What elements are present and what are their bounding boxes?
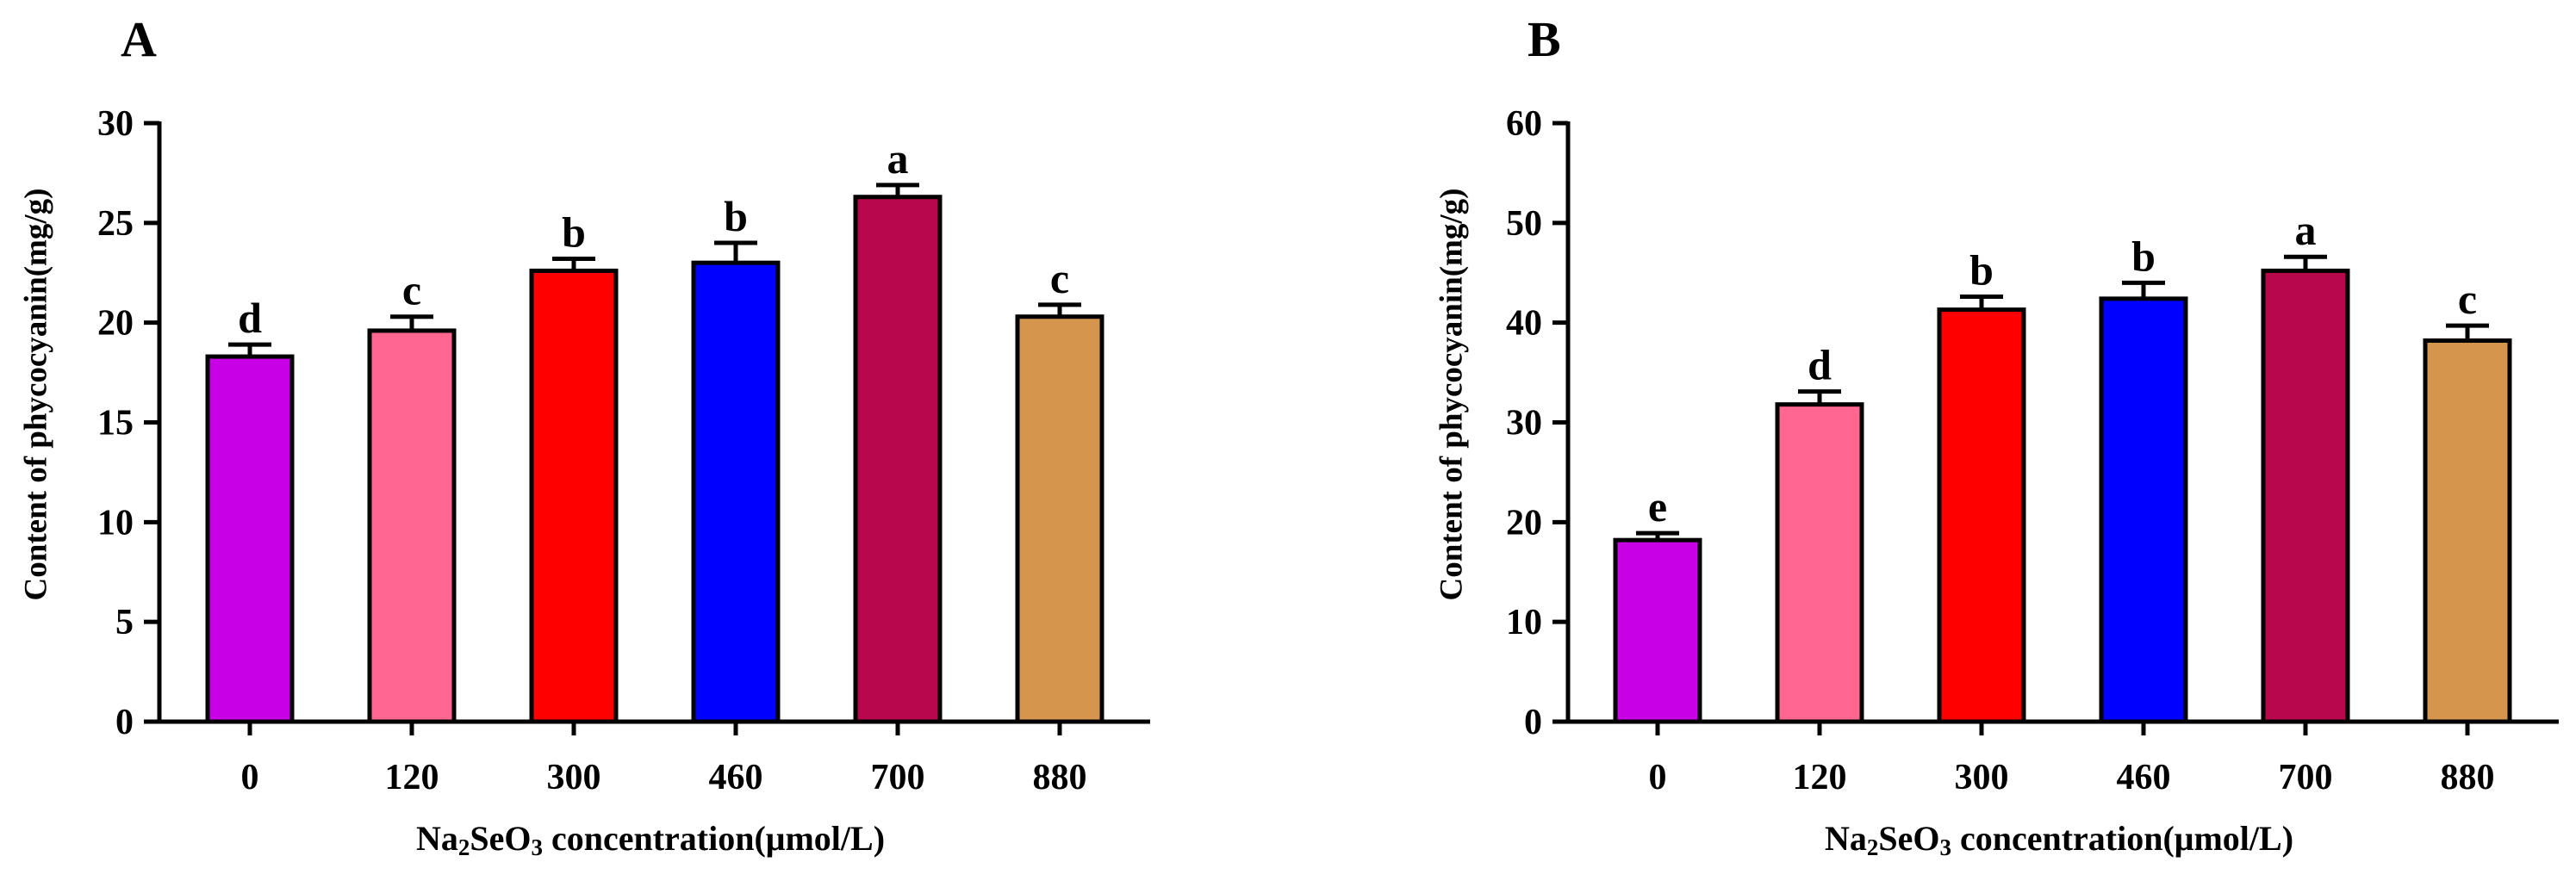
bar-a-0 [205, 354, 295, 724]
chart-b: e 0 d 120 b 300 b 460 a 700 c 880 0 10 20 30 40 50 60 [1506, 104, 2559, 797]
error-bar-a-880 [1038, 302, 1081, 317]
error-bar-a-0 [228, 342, 271, 357]
bar-a-120 [367, 328, 457, 724]
y-tick-label-a-10: 10 [97, 503, 134, 543]
x-axis-label-a: Na2SeO3 concentration(μmol/L) [415, 819, 886, 860]
panel-label-a: A [121, 11, 157, 67]
y-tick-label-b-0: 0 [1524, 703, 1542, 742]
x-tick-label-a-460: 460 [709, 758, 763, 797]
y-tick-label-b-60: 60 [1506, 104, 1542, 144]
x-tick-label-b-300: 300 [1955, 758, 2009, 797]
x-tick-label-a-300: 300 [547, 758, 601, 797]
significance-label-a-700: a [887, 134, 909, 183]
significance-label-a-120: c [402, 266, 421, 314]
bar-a-700 [853, 195, 943, 724]
y-tick-label-b-50: 50 [1506, 204, 1542, 244]
y-tick-label-a-5: 5 [115, 603, 134, 642]
x-tick-label-b-460: 460 [2117, 758, 2171, 797]
x-tick-label-b-700: 700 [2279, 758, 2333, 797]
error-bar-b-460 [2122, 280, 2165, 299]
significance-label-b-700: a [2295, 206, 2317, 254]
error-bar-b-880 [2446, 323, 2489, 341]
x-tick-label-a-880: 880 [1033, 758, 1087, 797]
panel-a: A Content of phycocyanin(mg/g) d 0 c 120 b 30… [19, 11, 1150, 860]
error-bar-a-300 [552, 257, 595, 271]
y-tick-label-b-10: 10 [1506, 603, 1542, 642]
bar-b-300 [1937, 307, 2026, 724]
panel-b: B Content of phycocyanin(mg/g) e 0 d 120 b 30… [1288, 0, 2576, 887]
significance-label-b-300: b [1969, 246, 1994, 295]
y-tick-label-a-0: 0 [115, 703, 134, 742]
bar-b-460 [2099, 296, 2188, 724]
error-bar-a-460 [714, 240, 757, 264]
bar-a-460 [691, 260, 781, 724]
y-tick-label-b-30: 30 [1506, 404, 1542, 444]
y-tick-label-b-40: 40 [1506, 304, 1542, 344]
significance-label-a-460: b [724, 192, 748, 240]
bar-b-880 [2423, 338, 2512, 724]
significance-label-a-0: d [238, 294, 262, 342]
significance-label-a-880: c [1050, 254, 1069, 302]
error-bar-a-120 [390, 314, 433, 331]
x-tick-label-b-880: 880 [2441, 758, 2495, 797]
bar-a-880 [1015, 314, 1104, 724]
error-bar-b-300 [1960, 295, 2003, 310]
bar-b-700 [2261, 268, 2350, 724]
y-tick-label-a-20: 20 [97, 304, 134, 344]
y-tick-label-a-15: 15 [97, 404, 134, 444]
x-tick-label-a-0: 0 [241, 758, 259, 797]
x-tick-label-b-0: 0 [1649, 758, 1667, 797]
significance-label-a-300: b [562, 208, 586, 257]
y-tick-label-a-25: 25 [97, 204, 134, 244]
chart-a: d 0 c 120 b 300 b 460 a 700 c 880 0 5 10 15 20 25 30 [97, 104, 1150, 797]
bar-b-120 [1775, 402, 1864, 724]
y-tick-label-a-30: 30 [97, 104, 134, 144]
panel-label-b: B [1528, 11, 1561, 67]
error-bar-b-120 [1798, 389, 1841, 405]
bar-b-0 [1613, 537, 1702, 724]
x-tick-label-b-120: 120 [1793, 758, 1847, 797]
error-bar-b-700 [2284, 254, 2327, 271]
error-bar-a-700 [876, 183, 919, 197]
significance-label-b-0: e [1648, 482, 1667, 530]
x-tick-label-a-120: 120 [385, 758, 439, 797]
error-bar-b-0 [1636, 530, 1679, 541]
significance-label-b-880: c [2458, 275, 2477, 323]
bar-a-300 [529, 268, 619, 724]
x-tick-label-a-700: 700 [871, 758, 925, 797]
significance-label-b-460: b [2131, 232, 2156, 280]
significance-label-b-120: d [1808, 341, 1832, 389]
y-tick-label-b-20: 20 [1506, 503, 1542, 543]
x-axis-label-b: Na2SeO3 concentration(μmol/L) [1824, 819, 2294, 860]
